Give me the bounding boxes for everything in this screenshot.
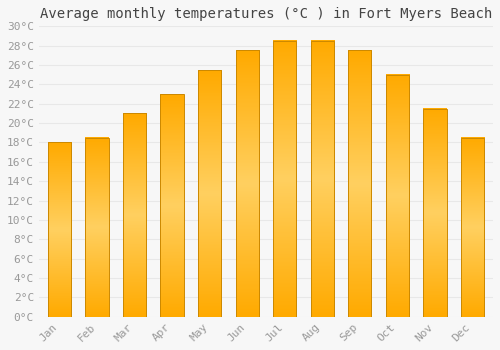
Bar [310, 41, 334, 317]
Bar [160, 94, 184, 317]
Bar [48, 142, 71, 317]
Bar [86, 138, 108, 317]
Bar [236, 50, 259, 317]
Bar [123, 113, 146, 317]
Bar [423, 108, 446, 317]
Bar [461, 138, 484, 317]
Bar [273, 41, 296, 317]
Bar [386, 75, 409, 317]
Bar [348, 50, 372, 317]
Bar [198, 70, 222, 317]
Title: Average monthly temperatures (°C ) in Fort Myers Beach: Average monthly temperatures (°C ) in Fo… [40, 7, 492, 21]
